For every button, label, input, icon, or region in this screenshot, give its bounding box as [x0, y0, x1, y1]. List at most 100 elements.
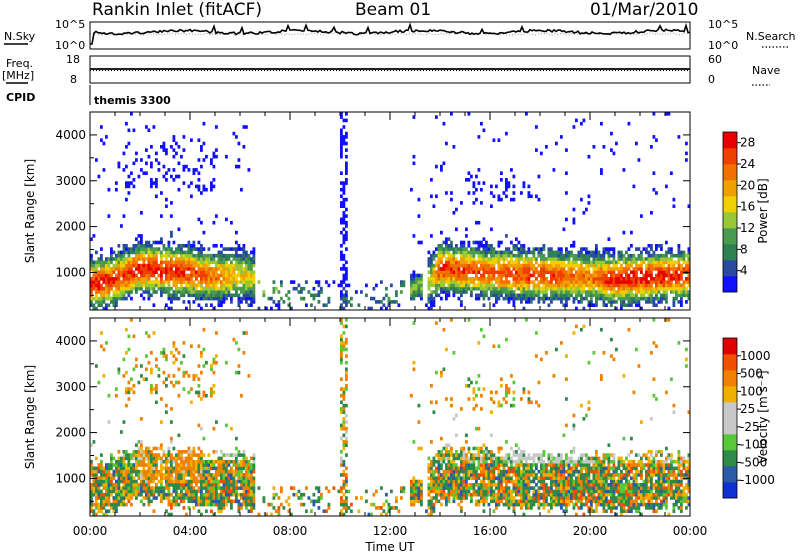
velocity-cell	[160, 483, 163, 487]
power-cell	[480, 250, 483, 255]
power-cell	[667, 286, 671, 291]
power-cell	[635, 280, 638, 284]
velocity-cell	[132, 489, 136, 494]
power-cell	[115, 277, 118, 281]
power-cell	[235, 283, 238, 288]
power-cell	[152, 257, 156, 261]
power-cell	[475, 270, 478, 274]
power-cell	[247, 263, 251, 268]
power-cell	[215, 214, 218, 218]
velocity-cell	[340, 347, 343, 352]
velocity-cell	[432, 473, 436, 477]
velocity-cell	[122, 469, 126, 474]
power-cell	[177, 174, 181, 179]
velocity-cell	[212, 489, 216, 494]
power-cell	[195, 293, 198, 298]
velocity-cell	[92, 509, 96, 513]
power-cell	[345, 293, 348, 298]
power-cell	[230, 286, 233, 291]
power-cell	[447, 260, 451, 265]
velocity-cell	[190, 473, 193, 477]
velocity-cell	[342, 506, 346, 510]
velocity-cell	[225, 479, 228, 484]
power-cell	[475, 197, 478, 202]
power-cell	[525, 296, 528, 301]
power-cell	[587, 286, 591, 291]
power-cell	[612, 250, 616, 255]
velocity-cell	[140, 364, 143, 368]
velocity-cell	[100, 463, 103, 467]
power-cell	[667, 270, 671, 274]
velocity-cell	[140, 476, 143, 480]
power-cell	[617, 253, 621, 258]
power-cell	[95, 293, 98, 298]
power-cell	[427, 286, 431, 291]
velocity-cell	[440, 370, 443, 375]
velocity-cell	[462, 463, 466, 467]
velocity-cell	[205, 496, 208, 500]
power-cell	[215, 253, 218, 258]
power-cell	[152, 283, 156, 288]
velocity-cell	[175, 380, 178, 385]
velocity-cell	[460, 446, 463, 451]
power-cell	[182, 286, 186, 291]
power-cell	[647, 273, 651, 278]
power-cell	[592, 145, 596, 149]
velocity-cell	[427, 492, 431, 497]
power-cell	[342, 201, 346, 205]
velocity-cell	[252, 466, 256, 471]
velocity-cell	[245, 463, 248, 467]
power-cell	[595, 253, 598, 258]
velocity-cell	[180, 459, 183, 464]
power-cell	[532, 263, 536, 268]
power-cell	[122, 257, 126, 261]
velocity-cell	[440, 492, 443, 497]
power-cell	[110, 296, 113, 301]
power-cell	[222, 273, 226, 278]
power-cell	[155, 290, 158, 294]
velocity-cell	[252, 499, 256, 504]
power-cell	[412, 293, 416, 298]
power-cell	[672, 267, 676, 271]
power-cell	[437, 257, 441, 261]
power-cell	[170, 277, 173, 281]
velocity-cell	[152, 492, 156, 497]
velocity-cell	[430, 496, 433, 500]
power-cell	[442, 286, 446, 291]
power-cell	[632, 277, 636, 281]
velocity-cell	[445, 347, 448, 352]
power-cell	[325, 280, 328, 284]
velocity-cell	[457, 453, 461, 457]
power-cell	[552, 290, 556, 294]
velocity-cell	[237, 506, 241, 510]
power-cell	[212, 164, 216, 169]
power-cell	[107, 273, 111, 278]
power-cell	[220, 250, 223, 255]
power-cell	[687, 283, 690, 288]
velocity-cell	[112, 509, 116, 513]
power-cell	[472, 250, 476, 255]
power-cell	[130, 263, 133, 268]
power-cell	[482, 128, 486, 133]
power-cell	[157, 286, 161, 291]
power-cell	[505, 263, 508, 268]
power-cell	[475, 273, 478, 278]
velocity-cell	[392, 506, 396, 510]
velocity-cell	[387, 502, 391, 507]
power-cell	[457, 263, 461, 268]
power-cell	[115, 293, 118, 298]
power-cell	[462, 280, 466, 284]
power-cell	[492, 194, 496, 199]
power-cell	[187, 240, 191, 245]
velocity-cell	[440, 486, 443, 490]
power-cell	[490, 184, 493, 189]
power-cell	[552, 283, 556, 288]
power-cell	[95, 296, 98, 301]
power-cell	[122, 277, 126, 281]
velocity-cell	[215, 331, 218, 335]
power-cell	[602, 267, 606, 271]
power-cell	[110, 300, 113, 304]
velocity-cell	[167, 473, 171, 477]
power-cell	[605, 293, 608, 298]
